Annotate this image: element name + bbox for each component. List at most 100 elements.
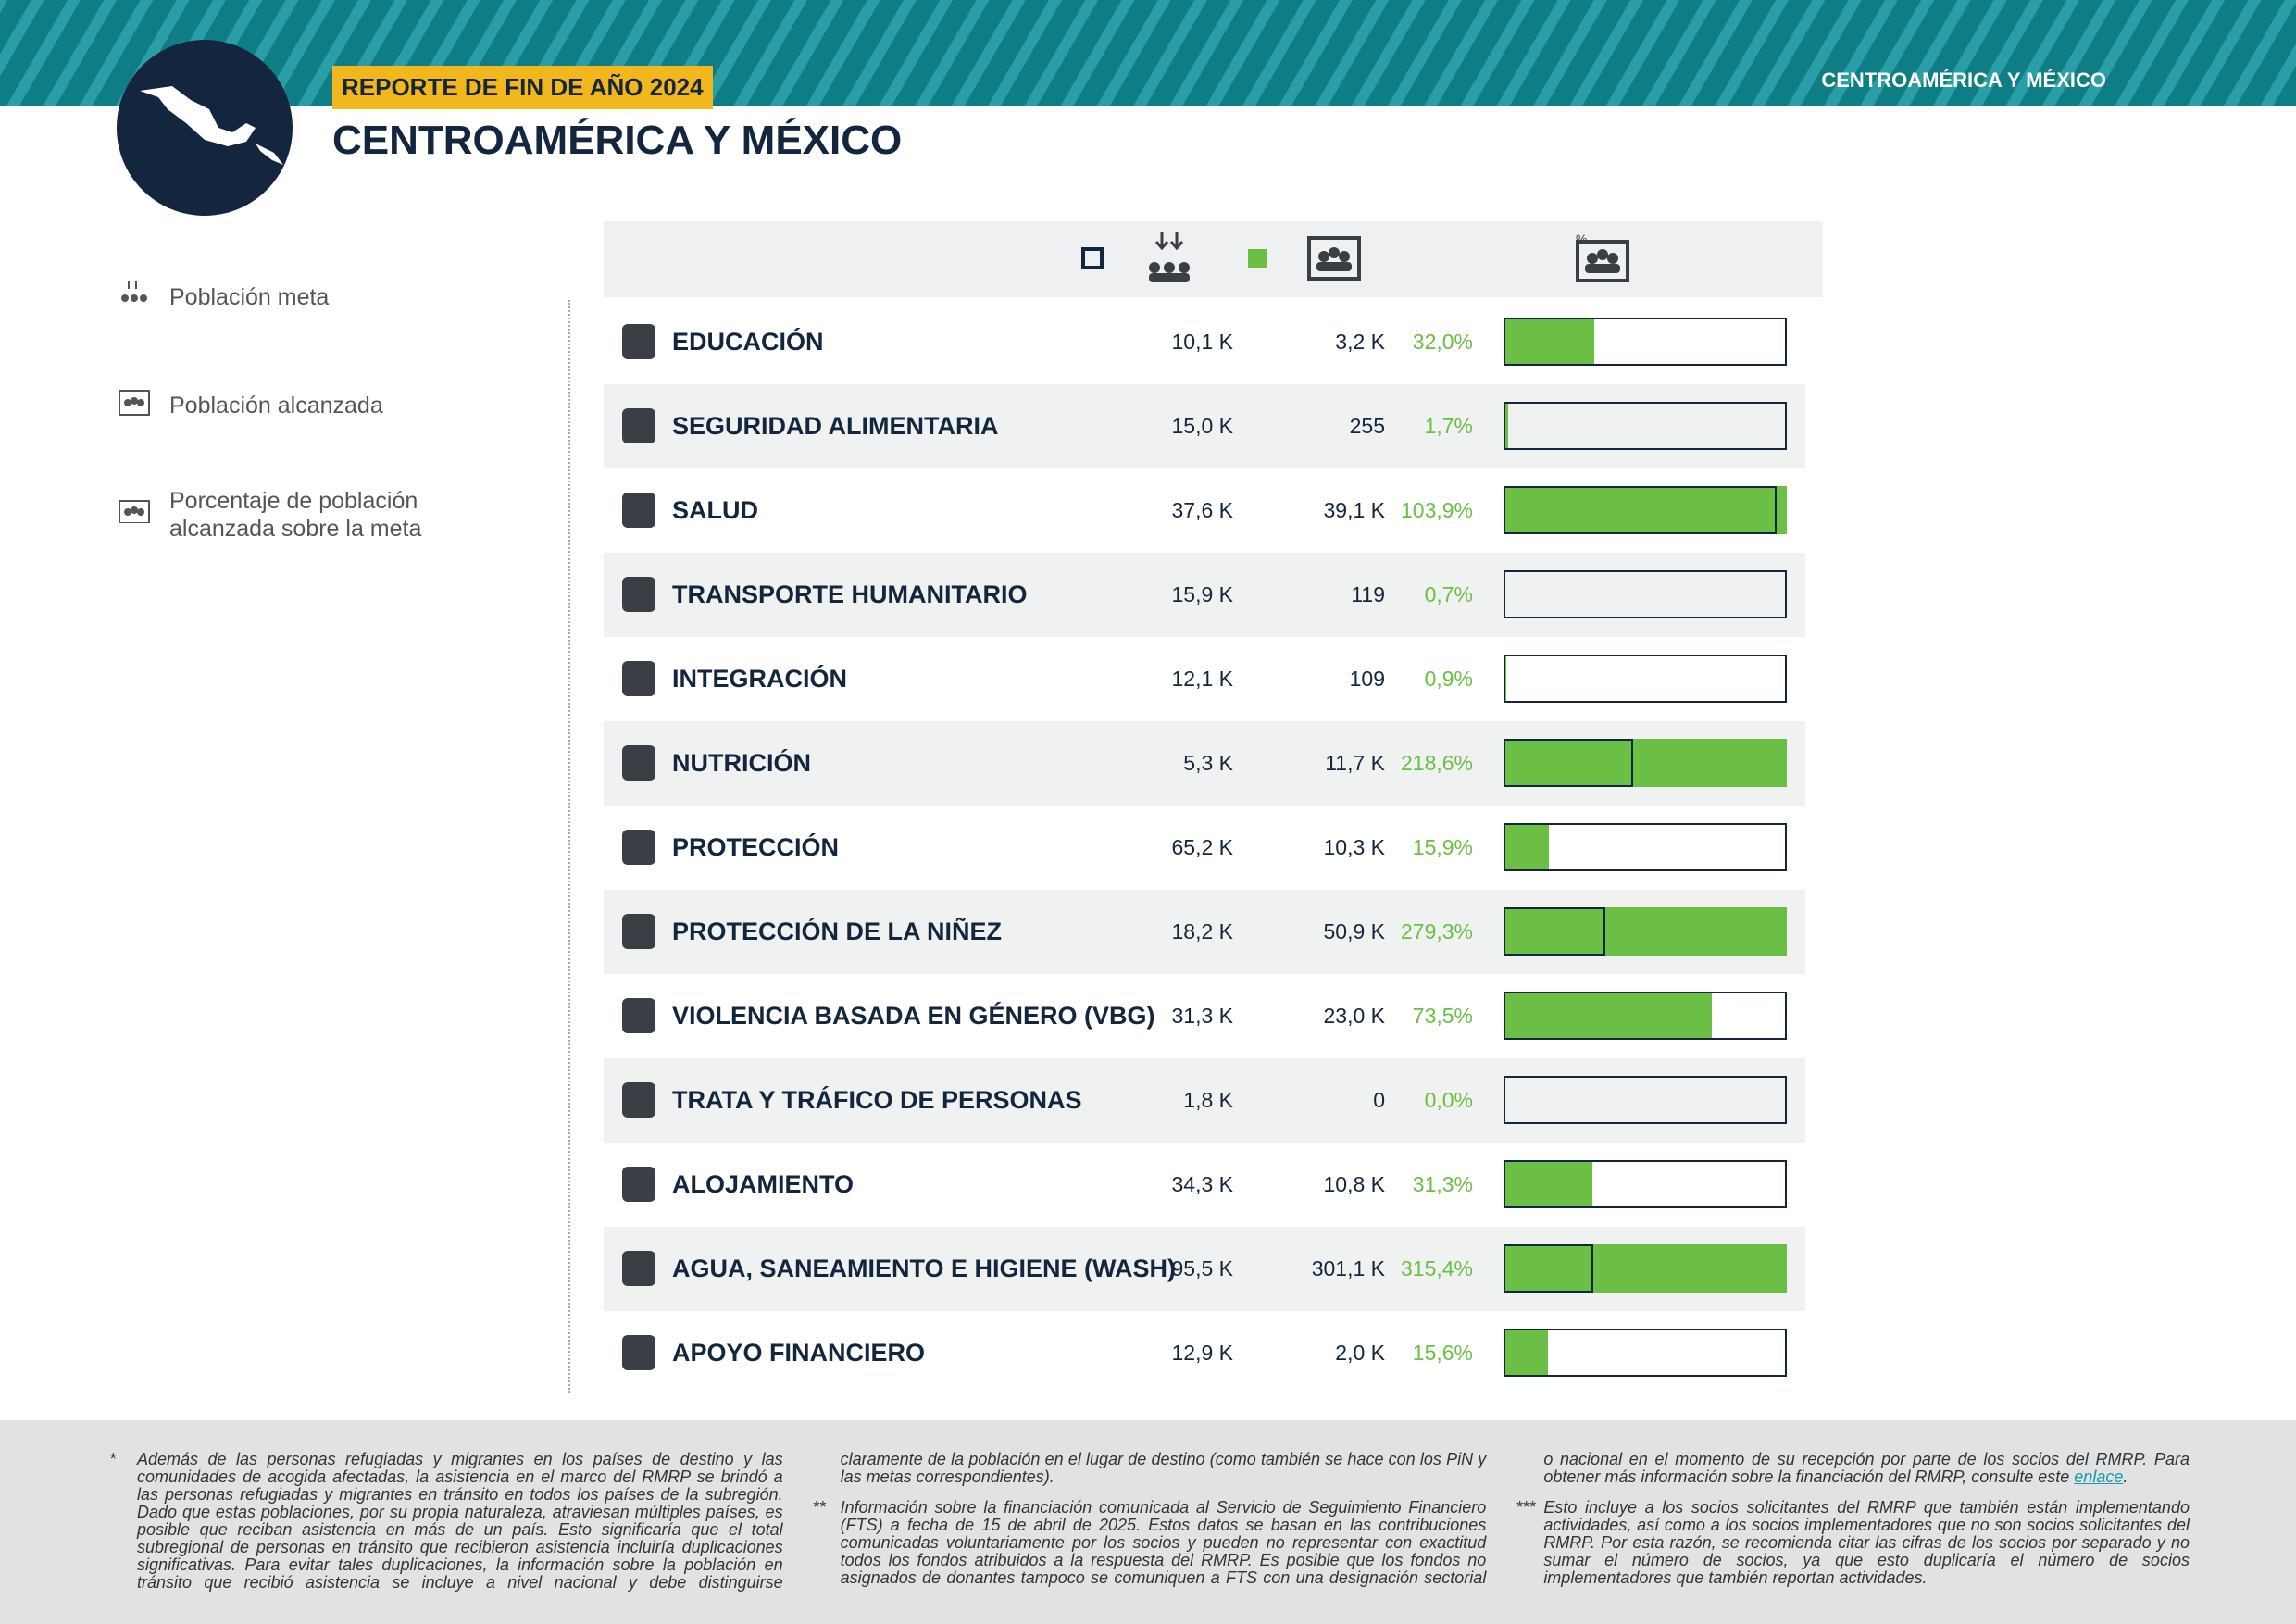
progress-fill [1504, 1329, 1548, 1377]
target-value: 12,9 K [1171, 1341, 1234, 1365]
sector-icon [622, 1082, 655, 1118]
sector-label: SEGURIDAD ALIMENTARIA [672, 412, 999, 440]
sector-icon [622, 1251, 655, 1286]
legend-text: Población meta [169, 284, 330, 310]
reached-value: 255 [1349, 414, 1385, 438]
percent-value: 15,6% [1412, 1341, 1473, 1365]
progress-outline [1504, 1244, 1594, 1293]
percent-value: 32,0% [1412, 330, 1473, 354]
target-value: 65,2 K [1171, 835, 1234, 859]
table-row: INTEGRACIÓN 12,1 K 109 0,9% [604, 637, 1805, 721]
footnote: *** Esto incluye a los socios solicitante… [1516, 1499, 2190, 1587]
map-icon [140, 86, 283, 165]
target-value: 95,5 K [1171, 1256, 1234, 1280]
header-region: CENTROAMÉRICA Y MÉXICO [1821, 69, 2106, 92]
reached-value: 50,9 K [1323, 919, 1386, 943]
footnote: ** Información sobre la financiación comu… [813, 1451, 2190, 1593]
table-row: TRATA Y TRÁFICO DE PERSONAS 1,8 K 0 0,0% [604, 1058, 1805, 1143]
percent-value: 0,0% [1424, 1088, 1473, 1112]
table-row: SEGURIDAD ALIMENTARIA 15,0 K 255 1,7% [604, 384, 1805, 468]
sector-label: PROTECCIÓN DE LA NIÑEZ [672, 918, 1003, 945]
progress-bar [1504, 402, 1787, 450]
sector-label: ALOJAMIENTO [672, 1170, 855, 1198]
sector-icon [622, 998, 655, 1033]
reached-value: 10,3 K [1323, 835, 1386, 859]
footnote-end: . [2123, 1468, 2128, 1486]
progress-outline [1504, 402, 1787, 450]
target-value: 31,3 K [1171, 1004, 1234, 1028]
sector-label: SALUD [672, 496, 758, 524]
table-row: NUTRICIÓN 5,3 K 11,7 K 218,6% [604, 721, 1805, 806]
progress-bar [1504, 907, 1787, 956]
table-row: PROTECCIÓN 65,2 K 10,3 K 15,9% [604, 806, 1805, 890]
footnotes: * Además de las personas refugiadas y mig… [109, 1451, 2190, 1593]
reached-value: 3,2 K [1335, 330, 1385, 354]
progress-fill [1504, 486, 1787, 534]
footer [0, 1420, 2296, 1624]
footnote-text: Esto incluye a los socios solicitantes d… [1543, 1498, 2190, 1587]
footnote-marker: * [109, 1450, 117, 1468]
table-row: ALOJAMIENTO 34,3 K 10,8 K 31,3% [604, 1143, 1805, 1227]
percent-value: 15,9% [1412, 835, 1473, 859]
page-title: CENTROAMÉRICA Y MÉXICO [332, 118, 903, 163]
progress-outline [1504, 1076, 1787, 1124]
progress-bar [1504, 570, 1787, 618]
header-icons: % [1081, 231, 1629, 282]
target-value: 1,8 K [1183, 1088, 1233, 1112]
target-value: 15,0 K [1171, 414, 1234, 438]
target-value: 10,1 K [1171, 330, 1234, 354]
table-row: TRANSPORTE HUMANITARIO 15,9 K 119 0,7% [604, 553, 1805, 637]
sector-icon [622, 661, 655, 696]
sector-icon [622, 1167, 655, 1202]
percent-value: 1,7% [1424, 414, 1473, 438]
progress-bar [1504, 1244, 1787, 1293]
footnote-text: Además de las personas refugiadas y migr… [137, 1450, 1487, 1592]
sector-label: VIOLENCIA BASADA EN GÉNERO (VBG) [672, 1002, 1155, 1030]
sector-icon [622, 745, 655, 781]
reached-value: 11,7 K [1325, 751, 1385, 775]
sector-label: NUTRICIÓN [672, 749, 811, 777]
progress-fill [1504, 823, 1549, 871]
map-badge [117, 40, 293, 216]
progress-bar [1504, 486, 1787, 534]
table-row: VIOLENCIA BASADA EN GÉNERO (VBG) 31,3 K 23… [604, 974, 1805, 1058]
percent-value: 31,3% [1412, 1172, 1473, 1196]
progress-bar [1504, 992, 1787, 1040]
sector-label: PROTECCIÓN [672, 833, 840, 861]
progress-bar [1504, 655, 1787, 703]
footnote-marker: ** [812, 1498, 826, 1517]
progress-fill [1504, 992, 1712, 1040]
progress-fill [1504, 1160, 1592, 1208]
progress-outline [1504, 907, 1605, 956]
footnote: * Además de las personas refugiadas y mig… [109, 1451, 1486, 1593]
progress-outline [1504, 823, 1787, 871]
progress-fill [1504, 1244, 1787, 1293]
report-tag: REPORTE DE FIN DE AÑO 2024 [332, 66, 713, 109]
sector-icon [622, 408, 655, 443]
progress-bar [1504, 739, 1787, 787]
progress-bar [1504, 1160, 1787, 1208]
target-value: 34,3 K [1171, 1172, 1234, 1196]
progress-fill [1504, 402, 1509, 450]
table-row: AGUA, SANEAMIENTO E HIGIENE (WASH) 95,5 K… [604, 1227, 1805, 1311]
target-value: 5,3 K [1183, 751, 1233, 775]
reached-value: 109 [1349, 667, 1385, 691]
percent-value: 0,9% [1424, 667, 1473, 691]
sector-icon [622, 1335, 655, 1370]
target-value: 12,1 K [1171, 667, 1234, 691]
table-row: APOYO FINANCIERO 12,9 K 2,0 K 15,6% [604, 1311, 1805, 1395]
sector-icon [622, 493, 655, 528]
table-row: PROTECCIÓN DE LA NIÑEZ 18,2 K 50,9 K 279,3% [604, 890, 1805, 974]
reached-value: 39,1 K [1323, 498, 1386, 522]
sector-label: AGUA, SANEAMIENTO E HIGIENE (WASH) [672, 1255, 1177, 1282]
progress-bar [1504, 1329, 1787, 1377]
progress-outline [1504, 655, 1787, 703]
reached-value: 10,8 K [1323, 1172, 1386, 1196]
sector-label: EDUCACIÓN [672, 328, 824, 356]
progress-outline [1504, 570, 1787, 618]
percent-value: 315,4% [1400, 1256, 1473, 1280]
legend-icon [119, 500, 150, 523]
progress-outline [1504, 992, 1787, 1040]
footnote-link[interactable]: enlace [2074, 1468, 2124, 1486]
